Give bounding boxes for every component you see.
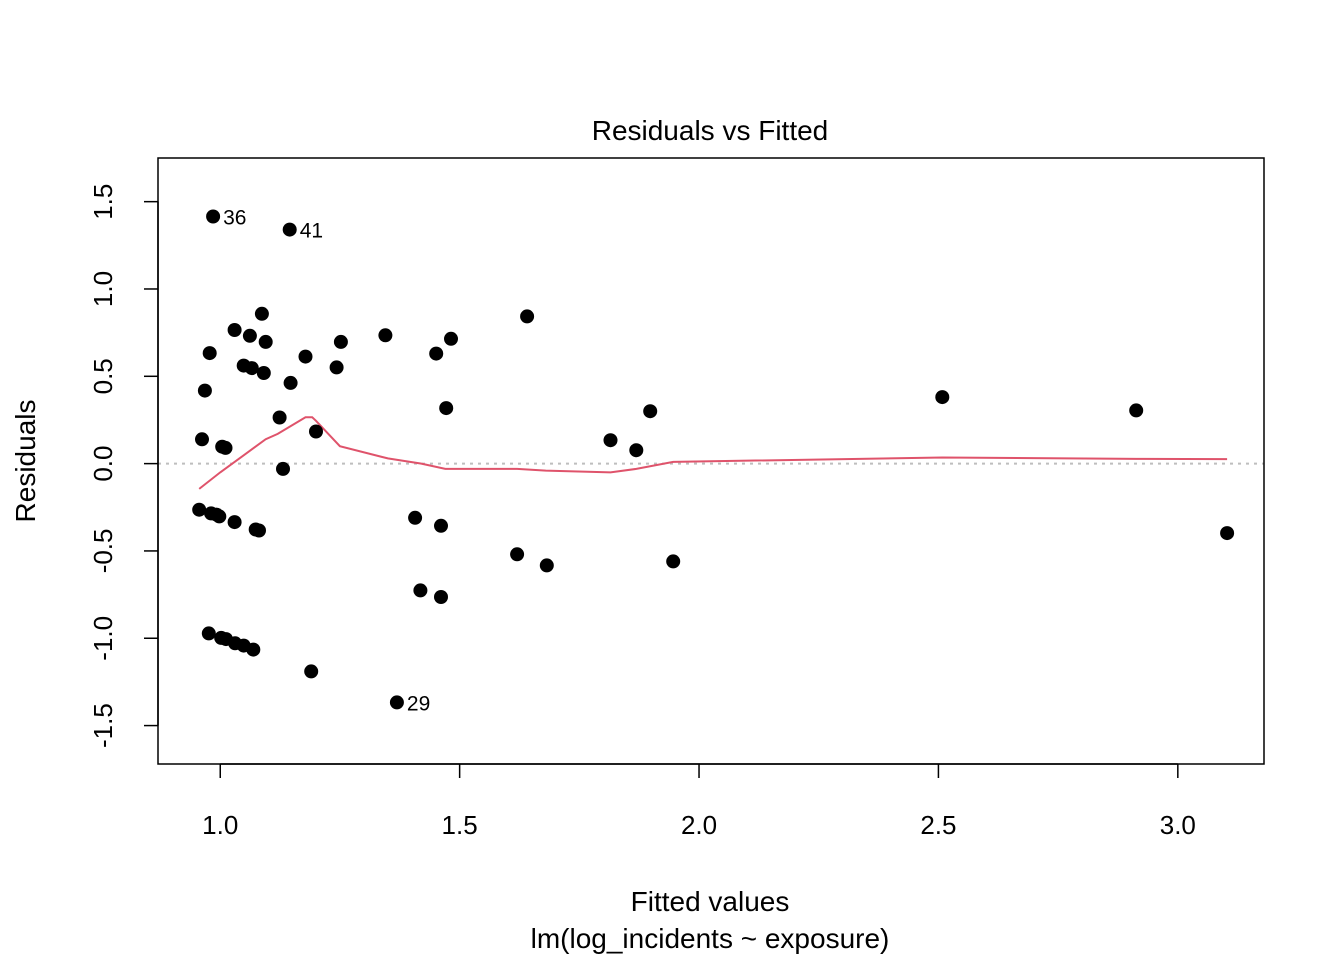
data-point <box>212 509 227 524</box>
data-point <box>434 590 448 604</box>
data-point <box>439 401 454 416</box>
data-point <box>643 404 658 419</box>
point-label: 29 <box>407 692 430 715</box>
y-tick-label: -1.5 <box>88 703 118 748</box>
x-tick-label: 2.0 <box>681 810 717 840</box>
point-labels: 36 41 29 <box>223 207 430 716</box>
data-point <box>304 664 319 679</box>
x-tick-label: 1.5 <box>442 810 478 840</box>
data-point <box>1220 526 1235 541</box>
data-point <box>246 642 261 657</box>
y-tick-label: -1.0 <box>88 616 118 661</box>
data-point <box>202 346 217 361</box>
data-point <box>227 515 242 530</box>
y-tick-label: 1.5 <box>88 184 118 220</box>
y-axis-title: Residuals <box>10 400 41 523</box>
data-point <box>333 334 348 349</box>
data-point <box>276 461 290 476</box>
data-point <box>298 349 313 364</box>
data-point <box>389 695 404 710</box>
data-point <box>935 390 950 405</box>
data-point <box>378 328 393 343</box>
data-point <box>218 440 233 455</box>
x-axis-subtitle: lm(log_incidents ~ exposure) <box>531 923 890 954</box>
data-point <box>666 554 681 569</box>
y-tick-label: 0.5 <box>88 358 118 394</box>
data-point <box>282 222 297 237</box>
x-axis: 1.0 1.5 2.0 2.5 3.0 <box>202 763 1196 840</box>
data-point <box>309 424 323 439</box>
data-point <box>434 518 448 533</box>
data-point <box>539 558 554 573</box>
y-axis: -1.5 -1.0 -0.5 0.0 0.5 1.0 1.5 <box>88 184 159 748</box>
data-point <box>629 443 644 458</box>
x-tick-label: 2.5 <box>920 810 956 840</box>
smooth-trend-line <box>198 416 1228 490</box>
x-axis-title: Fitted values <box>631 886 790 917</box>
y-tick-label: 0.0 <box>88 446 118 482</box>
data-point <box>444 331 458 346</box>
y-tick-label: 1.0 <box>88 271 118 307</box>
point-label: 36 <box>223 207 246 230</box>
data-point <box>227 323 242 337</box>
data-point <box>242 328 257 343</box>
data-point <box>510 547 525 562</box>
data-point <box>429 346 444 361</box>
data-point <box>258 334 273 349</box>
x-tick-label: 3.0 <box>1160 810 1196 840</box>
data-point <box>408 510 423 525</box>
data-point <box>254 306 269 321</box>
data-point <box>256 366 271 380</box>
chart-title: Residuals vs Fitted <box>592 115 829 146</box>
data-point <box>272 410 287 425</box>
point-label: 41 <box>300 220 323 243</box>
data-point <box>520 309 535 324</box>
data-point <box>195 432 209 447</box>
data-point <box>603 433 618 448</box>
data-point <box>283 375 298 390</box>
residual-points <box>192 209 1235 710</box>
data-point <box>197 383 212 398</box>
data-point <box>329 360 344 375</box>
plot-area: 36 41 29 <box>158 207 1264 716</box>
data-point <box>206 209 221 224</box>
data-point <box>201 626 216 641</box>
data-point <box>413 583 428 598</box>
x-tick-label: 1.0 <box>202 810 238 840</box>
data-point <box>192 502 207 517</box>
data-point <box>244 361 259 376</box>
data-point <box>1129 403 1144 418</box>
y-tick-label: -0.5 <box>88 528 118 573</box>
data-point <box>252 523 266 538</box>
